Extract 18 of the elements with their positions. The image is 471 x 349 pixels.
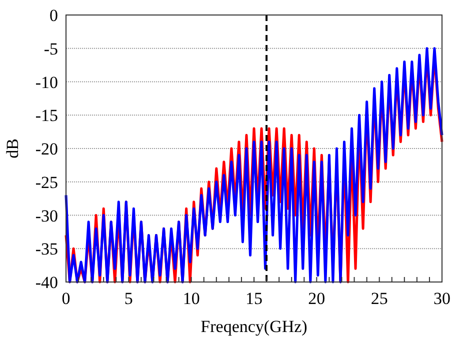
y-tick-label: 0 xyxy=(50,6,58,25)
y-tick-label: -25 xyxy=(35,172,58,192)
y-tick-label: -15 xyxy=(35,106,58,126)
y-tick-label: -40 xyxy=(35,273,58,292)
x-axis-title: Freqency(GHz) xyxy=(200,317,308,336)
y-tick-label: -20 xyxy=(35,140,58,158)
y-tick-label: -30 xyxy=(35,206,58,226)
y-tick-label: -35 xyxy=(35,240,58,259)
y-axis-title: dB xyxy=(3,138,22,158)
x-tick-label: 30 xyxy=(434,289,450,308)
x-tick-label: 10 xyxy=(182,289,200,308)
x-tick-label: 5 xyxy=(124,289,133,308)
x-tick-label: 25 xyxy=(370,289,388,308)
x-tick-label: 20 xyxy=(308,289,326,308)
y-tick-label: -5 xyxy=(44,39,58,58)
y-tick-label: -10 xyxy=(35,72,58,92)
x-tick-label: 15 xyxy=(246,289,262,308)
x-tick-label: 0 xyxy=(62,289,70,308)
